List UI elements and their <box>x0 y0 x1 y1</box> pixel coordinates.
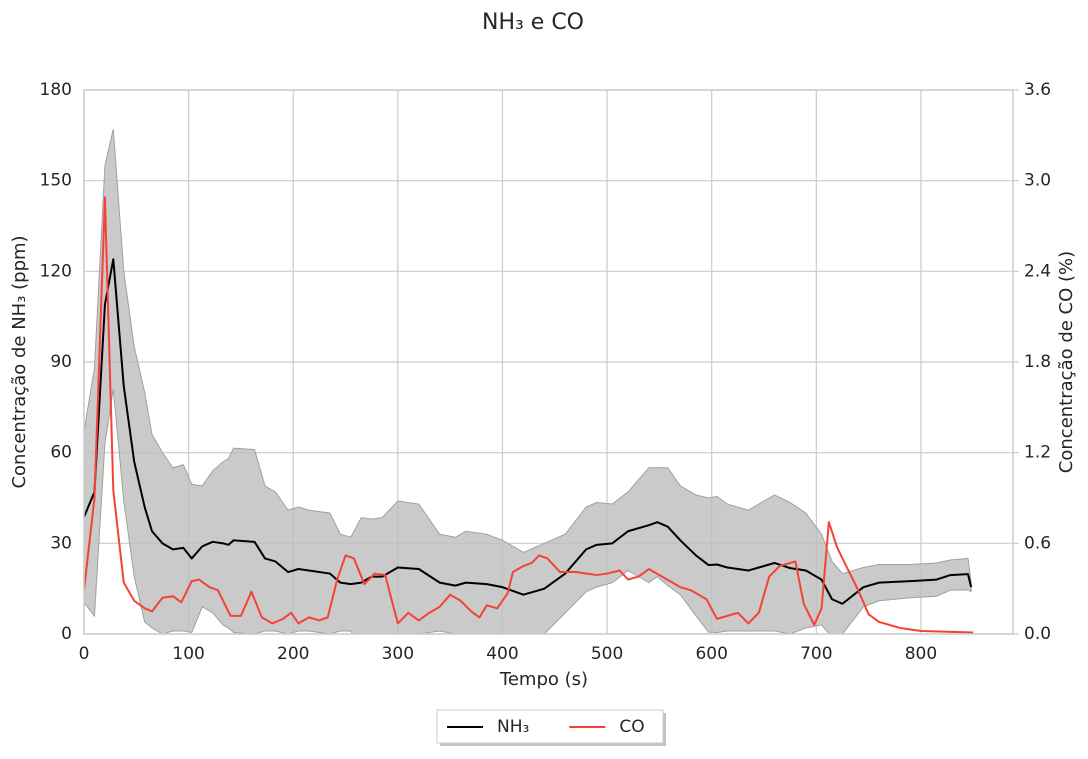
data-line <box>84 196 974 634</box>
y-tick-label: 180 <box>40 80 72 100</box>
y-tick-label: 60 <box>50 443 72 463</box>
x-tick-label: 600 <box>695 644 727 664</box>
legend: NH₃ CO <box>436 709 666 746</box>
y-tick-label: 90 <box>50 352 72 372</box>
x-tick-label: 100 <box>172 644 204 664</box>
x-axis-label: Tempo (s) <box>499 669 588 690</box>
y-tick-label: 120 <box>40 261 72 281</box>
y2-axis-label: Concentração de CO (%) <box>1056 251 1077 473</box>
y2-tick-label: 1.8 <box>1024 352 1051 372</box>
plot-area <box>84 129 974 634</box>
y2-tick-label: 3.6 <box>1024 80 1051 100</box>
x-tick-label: 700 <box>800 644 832 664</box>
y-tick-label: 30 <box>50 533 72 553</box>
chart-title: NH₃ e CO <box>482 10 584 35</box>
y2-tick-label: 0.0 <box>1024 624 1051 644</box>
confidence-band <box>84 129 972 634</box>
x-tick-label: 800 <box>905 644 937 664</box>
y2-tick-label: 1.2 <box>1024 443 1051 463</box>
y-axis-label: Concentração de NH₃ (ppm) <box>9 235 30 488</box>
x-tick-label: 500 <box>591 644 623 664</box>
y-tick-label: 0 <box>61 624 72 644</box>
legend-label: NH₃ <box>497 717 529 737</box>
y-tick-label: 150 <box>40 171 72 191</box>
data-line <box>84 258 973 605</box>
y2-tick-label: 0.6 <box>1024 533 1051 553</box>
x-tick-label: 200 <box>277 644 309 664</box>
legend-label: CO <box>619 717 644 737</box>
x-tick-label: 400 <box>486 644 518 664</box>
y2-tick-label: 2.4 <box>1024 261 1051 281</box>
x-tick-label: 300 <box>382 644 414 664</box>
x-tick-label: 0 <box>79 644 90 664</box>
y2-tick-label: 3.0 <box>1024 171 1051 191</box>
